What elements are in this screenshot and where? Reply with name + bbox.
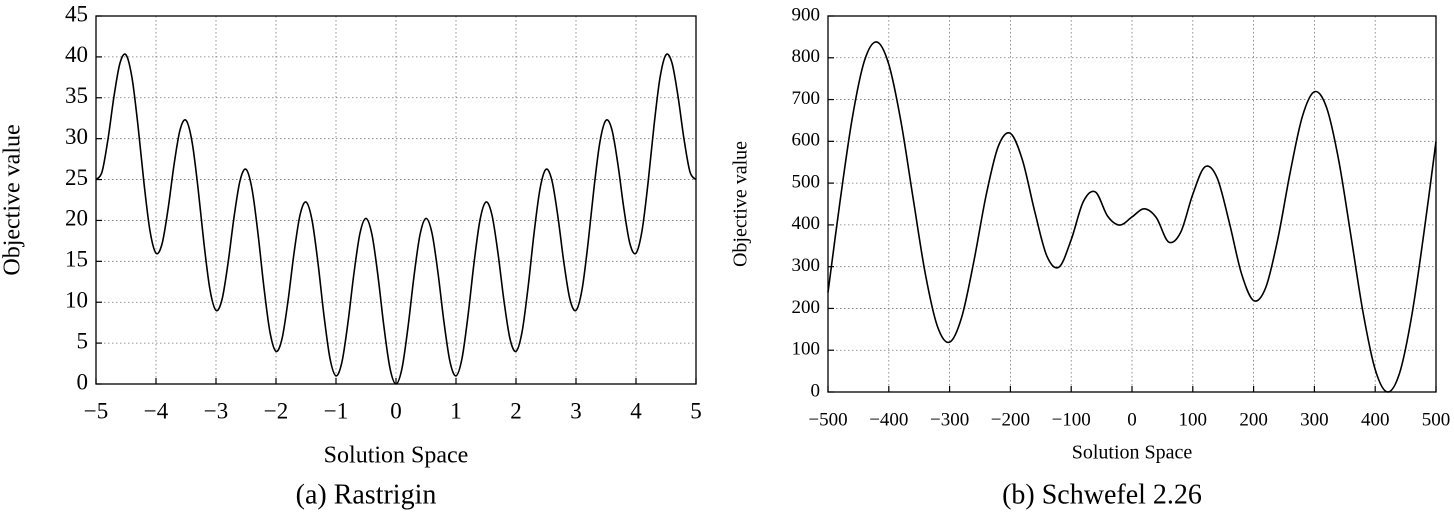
y-tick-label: 0 <box>811 380 821 401</box>
x-tick-label: −4 <box>144 398 169 423</box>
x-tick-label: 0 <box>390 398 402 423</box>
x-tick-label: −200 <box>991 409 1030 430</box>
x-tick-label: 300 <box>1300 409 1329 430</box>
caption: (a) Rastrigin <box>296 479 437 510</box>
x-tick-label: −100 <box>1052 409 1091 430</box>
x-tick-label: 500 <box>1422 409 1451 430</box>
y-tick-label: 300 <box>792 255 821 276</box>
x-tick-label: −5 <box>84 398 108 423</box>
y-tick-label: 20 <box>65 206 88 231</box>
x-tick-label: 2 <box>510 398 522 423</box>
x-tick-label: −500 <box>808 409 847 430</box>
x-tick-label: 5 <box>690 398 702 423</box>
data-line <box>95 53 697 385</box>
y-tick-label: 200 <box>792 297 821 318</box>
y-tick-label: 35 <box>65 83 88 108</box>
y-tick-label: 800 <box>792 46 821 67</box>
x-tick-label: −400 <box>869 409 908 430</box>
y-tick-label: 25 <box>65 165 88 190</box>
y-tick-label: 0 <box>77 369 89 394</box>
y-tick-label: 15 <box>65 247 88 272</box>
y-axis-label: Objective value <box>0 124 26 275</box>
x-tick-label: 1 <box>450 398 462 423</box>
y-tick-label: 700 <box>792 88 821 109</box>
y-tick-label: 10 <box>65 288 88 313</box>
x-tick-label: 3 <box>570 398 582 423</box>
y-tick-label: 400 <box>792 213 821 234</box>
x-tick-label: −3 <box>204 398 228 423</box>
x-axis-label: Solution Space <box>324 443 469 469</box>
x-tick-label: −2 <box>264 398 288 423</box>
x-tick-label: 0 <box>1127 409 1137 430</box>
y-tick-label: 5 <box>77 328 89 353</box>
y-tick-label: 40 <box>65 42 88 67</box>
x-tick-label: 200 <box>1239 409 1268 430</box>
y-axis-label: Objective value <box>730 141 752 267</box>
y-tick-label: 900 <box>792 4 821 25</box>
x-axis-label: Solution Space <box>1072 442 1193 464</box>
y-tick-label: 30 <box>65 124 88 149</box>
y-tick-label: 45 <box>65 1 88 26</box>
x-tick-label: −300 <box>930 409 969 430</box>
y-tick-label: 100 <box>792 339 821 360</box>
x-tick-label: −1 <box>324 398 348 423</box>
y-tick-label: 500 <box>792 171 821 192</box>
x-tick-label: 400 <box>1361 409 1390 430</box>
x-tick-label: 100 <box>1179 409 1208 430</box>
caption: (b) Schwefel 2.26 <box>1002 479 1202 510</box>
x-tick-label: 4 <box>630 398 642 423</box>
plot-frame <box>827 15 1437 393</box>
y-tick-label: 600 <box>792 130 821 151</box>
data-line <box>827 41 1437 393</box>
